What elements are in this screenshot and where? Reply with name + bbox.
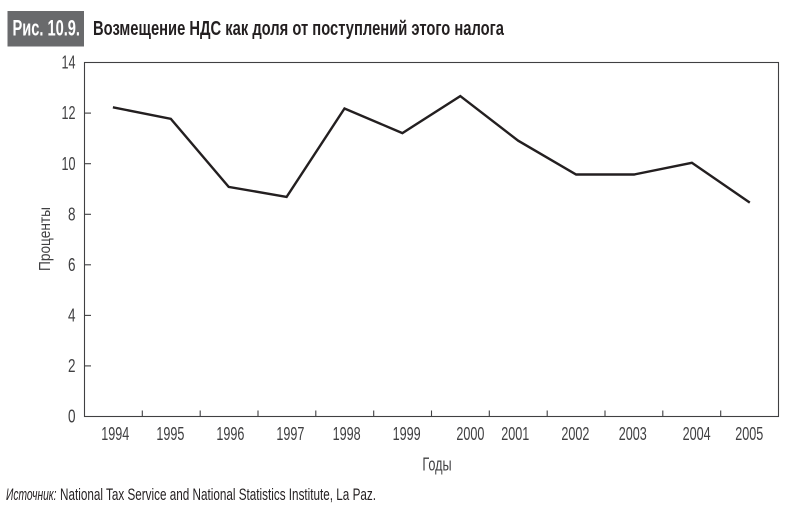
svg-text:2005: 2005 [735,424,763,444]
svg-text:1995: 1995 [156,424,184,444]
svg-text:14: 14 [62,53,76,73]
svg-text:2003: 2003 [619,424,647,444]
svg-text:Годы: Годы [422,455,451,475]
svg-text:1999: 1999 [393,424,421,444]
svg-text:1994: 1994 [101,424,129,444]
svg-text:2000: 2000 [456,424,484,444]
svg-text:12: 12 [62,103,76,123]
svg-text:2004: 2004 [683,424,711,444]
svg-text:2001: 2001 [501,424,529,444]
svg-text:Возмещение НДС как доля от пос: Возмещение НДС как доля от поступлений э… [93,17,504,40]
svg-text:1998: 1998 [333,424,361,444]
svg-text:2002: 2002 [561,424,589,444]
svg-text:10: 10 [62,154,76,174]
svg-text:8: 8 [68,204,76,224]
svg-text:Проценты: Проценты [37,207,54,271]
svg-text:2: 2 [68,356,76,376]
svg-text:6: 6 [68,255,76,275]
svg-text:Источник:National Tax Service: Источник: National Tax Service and Nation… [6,485,376,504]
svg-text:0: 0 [68,407,76,427]
svg-text:1997: 1997 [276,424,304,444]
svg-text:Рис. 10.9.: Рис. 10.9. [13,16,81,41]
svg-text:1996: 1996 [216,424,244,444]
svg-text:4: 4 [68,306,76,326]
